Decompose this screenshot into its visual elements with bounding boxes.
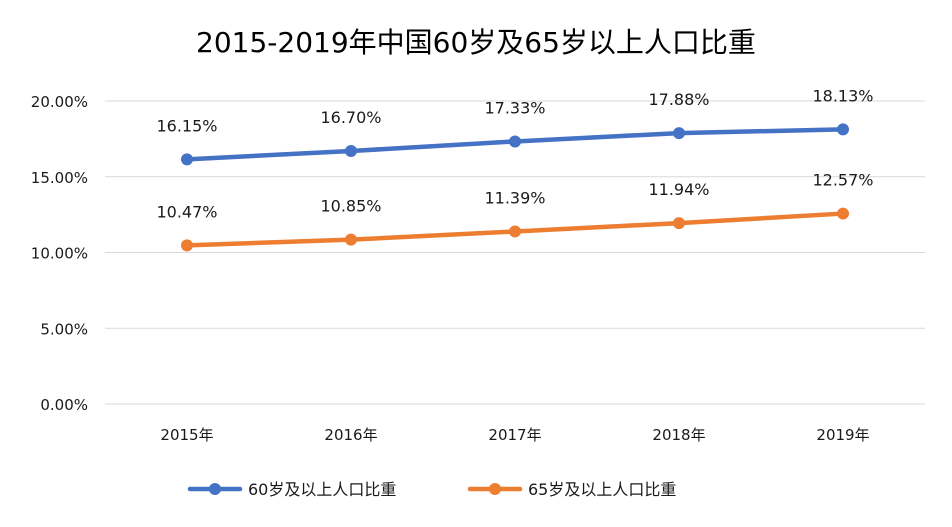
legend-swatch-marker [209,483,221,495]
data-point [837,123,849,136]
y-tick-label: 5.00% [40,320,88,338]
data-point [509,135,521,148]
x-tick-label: 2015年 [160,426,213,444]
chart-title: 2015-2019年中国60岁及65岁以上人口比重 [196,26,756,59]
legend-item-1: 60岁及以上人口比重 [187,480,396,499]
y-tick-label: 10.00% [31,245,88,263]
data-point [509,225,521,238]
legend-swatch-marker [489,483,501,495]
data-label: 16.70% [320,108,381,127]
data-point [837,207,849,220]
data-label: 12.57% [812,171,873,190]
y-tick-label: 20.00% [31,93,88,111]
data-label: 17.33% [484,98,545,117]
grid-layer [105,100,925,405]
x-tick-label: 2017年 [488,426,541,444]
data-point [181,239,193,252]
data-point [345,233,357,246]
legend-label: 60岁及以上人口比重 [248,480,396,499]
legend-item-2: 65岁及以上人口比重 [467,480,676,499]
x-tick-label: 2019年 [816,426,869,444]
legend: 60岁及以上人口比重 65岁及以上人口比重 [187,480,676,499]
series-layer [181,123,849,252]
x-tick-label: 2018年 [652,426,705,444]
data-point [181,153,193,166]
x-tick-label: 2016年 [324,426,377,444]
x-axis-ticks: 2015年 2016年 2017年 2018年 2019年 [160,426,869,444]
legend-label: 65岁及以上人口比重 [528,480,676,499]
data-label: 11.39% [484,188,545,207]
data-label: 18.13% [812,86,873,105]
data-point [345,144,357,157]
data-point [673,217,685,230]
data-label: 11.94% [648,180,709,199]
data-label: 10.85% [320,197,381,216]
y-tick-label: 15.00% [31,169,88,187]
data-label: 16.15% [156,116,217,135]
data-label: 10.47% [156,202,217,221]
data-labels: 16.15% 16.70% 17.33% 17.88% 18.13% 10.47% 10.8… [156,86,873,221]
y-axis-ticks: 0.00% 5.00% 10.00% 15.00% 20.00% [31,93,88,414]
y-tick-label: 0.00% [40,396,88,414]
data-label: 17.88% [648,90,709,109]
data-point [673,127,685,140]
